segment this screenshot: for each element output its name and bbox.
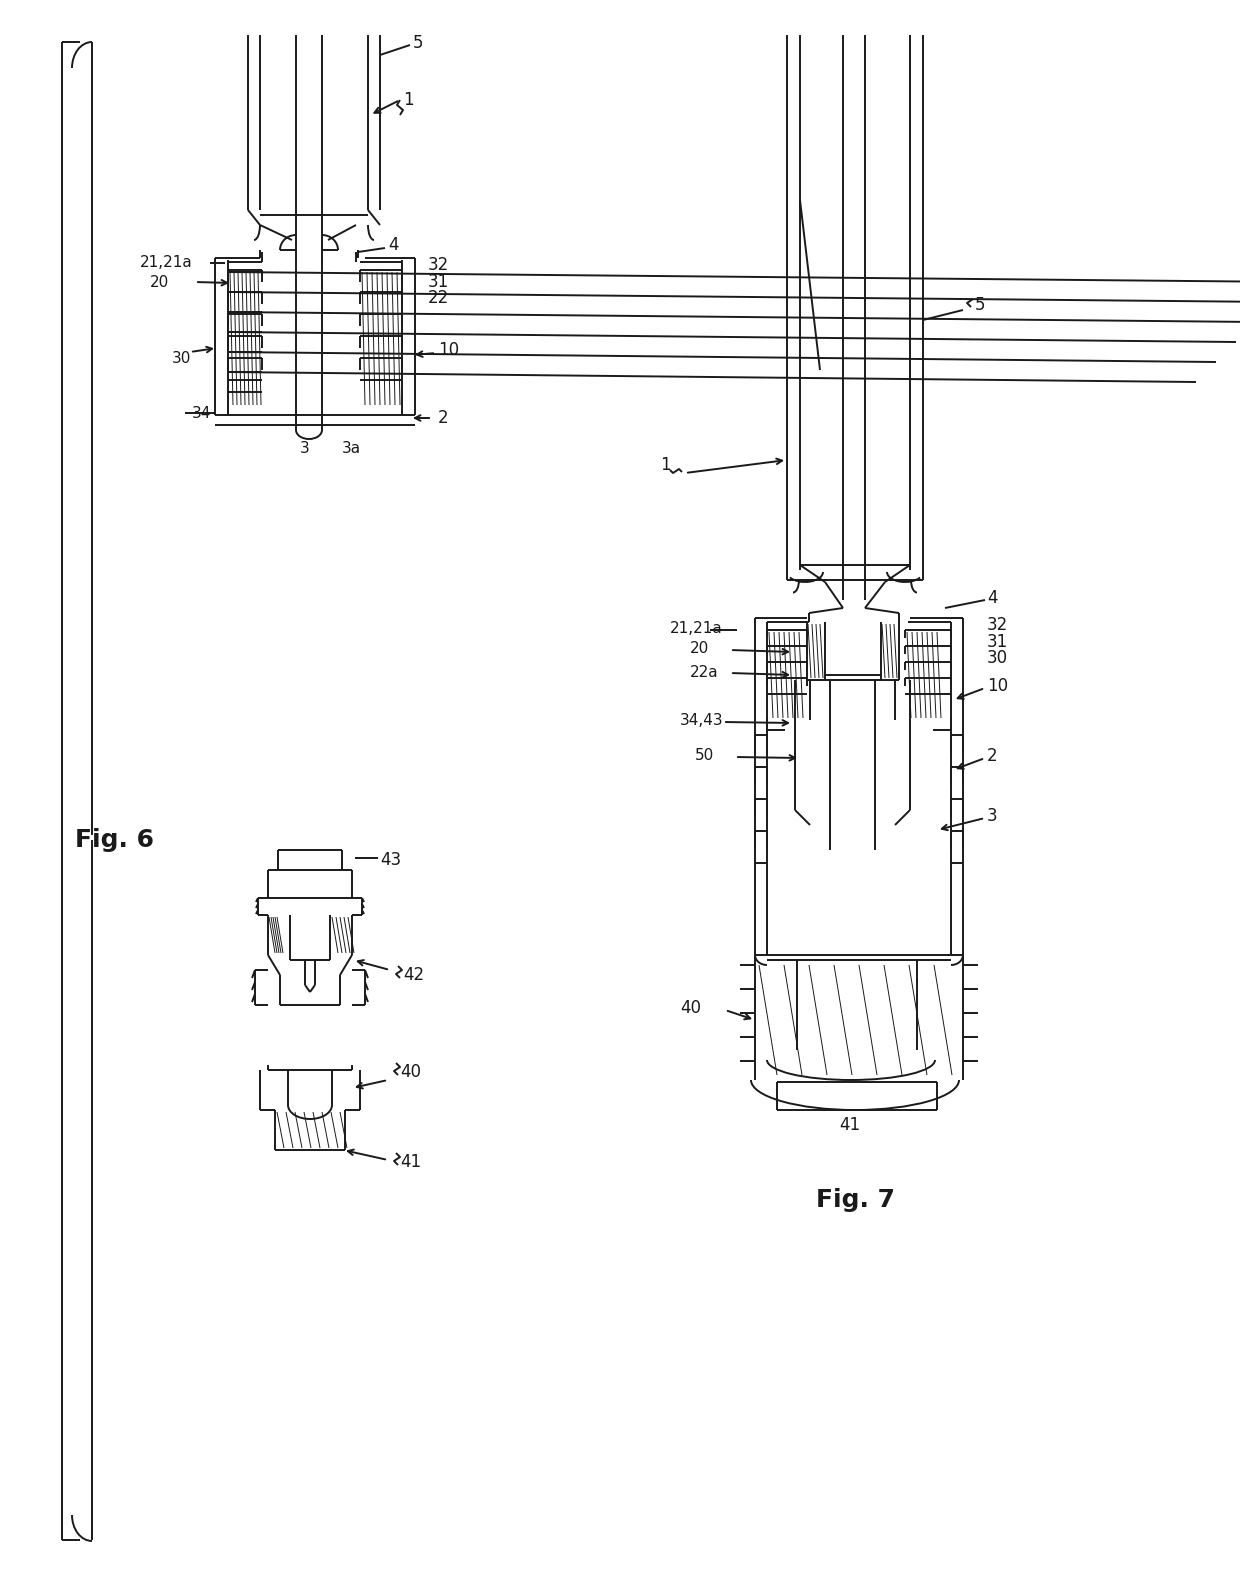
Text: 2: 2 — [438, 409, 449, 428]
Text: 21,21a: 21,21a — [140, 254, 192, 270]
Text: 43: 43 — [379, 851, 401, 869]
Text: 30: 30 — [172, 350, 191, 366]
Text: 31: 31 — [987, 633, 1008, 652]
Text: 10: 10 — [987, 677, 1008, 694]
Text: 5: 5 — [975, 297, 986, 314]
Text: Fig. 7: Fig. 7 — [816, 1188, 894, 1212]
Text: 3: 3 — [987, 806, 998, 825]
Text: 22: 22 — [428, 289, 449, 308]
Text: 40: 40 — [680, 999, 701, 1016]
Text: 41: 41 — [839, 1116, 861, 1135]
Text: 30: 30 — [987, 649, 1008, 667]
Text: 10: 10 — [438, 341, 459, 360]
Text: Fig. 6: Fig. 6 — [74, 828, 154, 852]
Text: 40: 40 — [401, 1064, 422, 1081]
Text: 31: 31 — [428, 273, 449, 290]
Text: 34: 34 — [192, 406, 211, 420]
Text: 42: 42 — [403, 966, 424, 985]
Text: 41: 41 — [401, 1154, 422, 1171]
Text: 34,43: 34,43 — [680, 713, 724, 727]
Text: 2: 2 — [987, 746, 998, 765]
Text: 20: 20 — [689, 641, 709, 655]
Text: 50: 50 — [694, 748, 714, 762]
Text: 1: 1 — [660, 456, 671, 473]
Text: 3: 3 — [300, 440, 310, 456]
Text: 21,21a: 21,21a — [670, 620, 723, 636]
Text: 22a: 22a — [689, 664, 719, 680]
Text: 20: 20 — [150, 275, 169, 289]
Text: 32: 32 — [428, 256, 449, 275]
Text: 1: 1 — [403, 92, 414, 109]
Text: 4: 4 — [388, 237, 398, 254]
Text: 32: 32 — [987, 615, 1008, 634]
Text: 3a: 3a — [342, 440, 361, 456]
Text: 5: 5 — [413, 35, 424, 52]
Text: 4: 4 — [987, 589, 997, 608]
